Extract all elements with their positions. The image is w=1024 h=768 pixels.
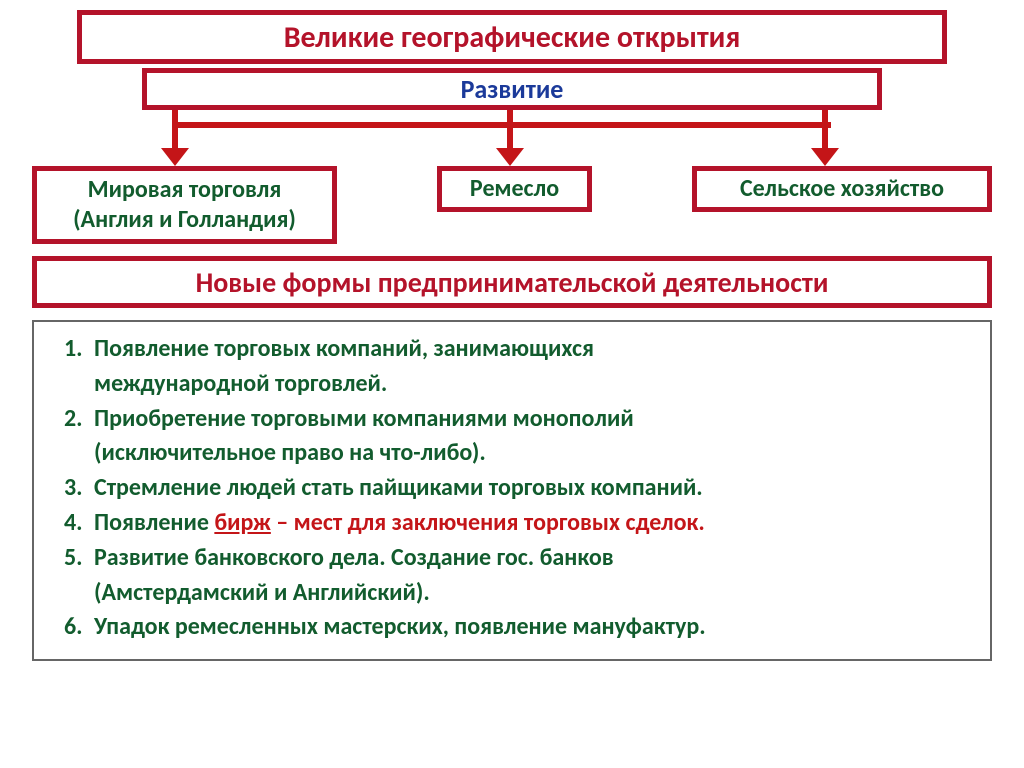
branch3-text: Сельское хозяйство <box>740 174 944 204</box>
title-text: Великие географические открытия <box>284 19 741 56</box>
branch-world-trade: Мировая торговля (Англия и Голландия) <box>32 166 337 244</box>
branch2-text: Ремесло <box>470 174 559 204</box>
list-item: Приобретение торговыми компаниями монопо… <box>88 402 972 472</box>
title-box: Великие географические открытия <box>77 10 947 64</box>
development-text: Развитие <box>461 73 564 105</box>
branch-agriculture: Сельское хозяйство <box>692 166 992 212</box>
numbered-list: Появление торговых компаний, занимающихс… <box>52 332 972 645</box>
forms-heading-box: Новые формы предпринимательской деятельн… <box>32 256 992 308</box>
list-item: Стремление людей стать пайщиками торговы… <box>88 471 972 506</box>
list-item: Появление торговых компаний, занимающихс… <box>88 332 972 402</box>
list-item: Развитие банковского дела. Создание гос.… <box>88 541 972 611</box>
branch1-line1: Мировая торговля <box>73 175 296 205</box>
development-box: Развитие <box>142 68 882 110</box>
list-item: Упадок ремесленных мастерских, появление… <box>88 610 972 645</box>
forms-heading-text: Новые формы предпринимательской деятельн… <box>196 265 829 300</box>
list-item: Появление бирж – мест для заключения тор… <box>88 506 972 541</box>
arrow-connectors <box>32 110 992 166</box>
branches-row: Мировая торговля (Англия и Голландия) Ре… <box>32 166 992 244</box>
highlight-word: бирж <box>214 508 270 537</box>
branch-craft: Ремесло <box>437 166 592 212</box>
list-container: Появление торговых компаний, занимающихс… <box>32 320 992 661</box>
branch1-line2: (Англия и Голландия) <box>73 205 296 235</box>
